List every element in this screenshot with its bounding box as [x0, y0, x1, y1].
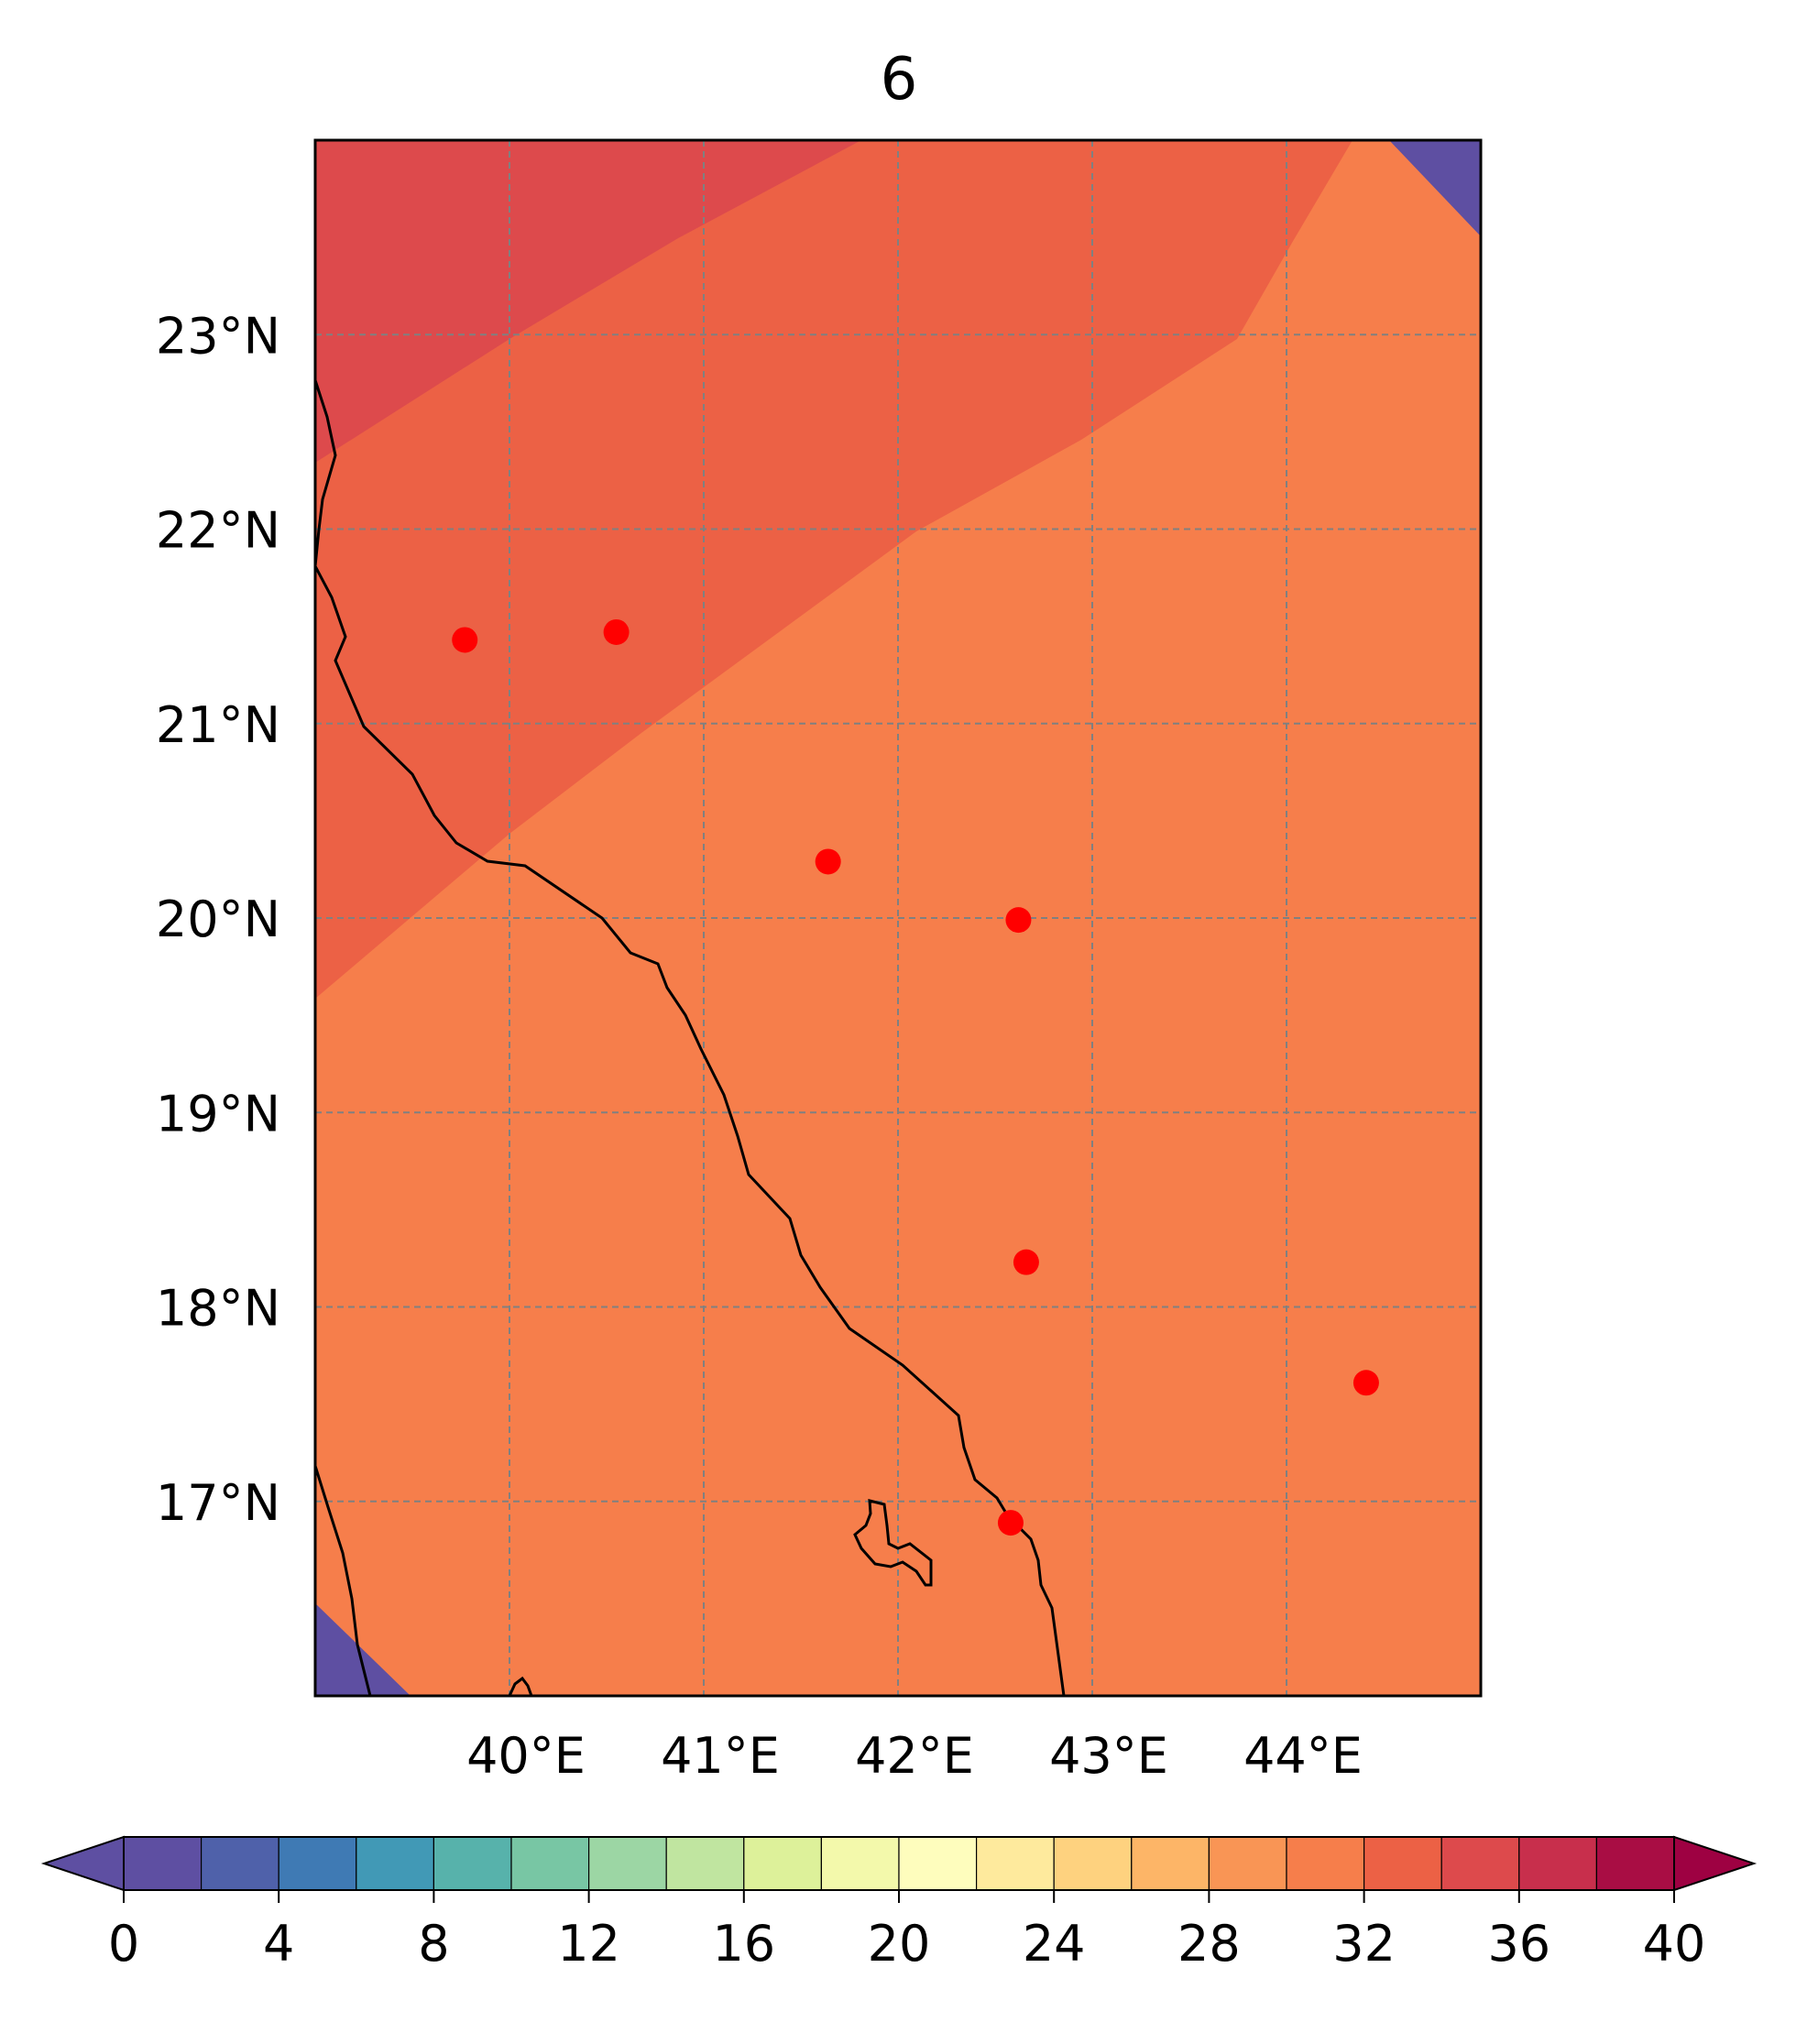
colorbar-segment-18-20 — [820, 1836, 900, 1891]
colorbar-extend-under — [40, 1835, 125, 1892]
coastline-red-sea-east — [315, 379, 1066, 1696]
coastline-red-sea-west — [315, 1465, 372, 1696]
lon-label-44: 44°E — [1243, 1727, 1363, 1785]
coastlines — [315, 379, 1066, 1696]
lat-label-23: 23°N — [156, 307, 280, 365]
colorbar-segment-10-12 — [510, 1836, 590, 1891]
colorbar-segment-32-34 — [1363, 1836, 1442, 1891]
colorbar-segment-22-24 — [975, 1836, 1055, 1891]
station-marker-5 — [1013, 1249, 1039, 1275]
colorbar-segment-30-32 — [1286, 1836, 1365, 1891]
station-marker-7 — [1352, 1370, 1379, 1396]
colorbar-tick-label-36: 36 — [1487, 1915, 1550, 1973]
colorbar-segment-36-38 — [1518, 1836, 1598, 1891]
colorbar-tick-label-28: 28 — [1177, 1915, 1241, 1973]
colorbar-segment-6-8 — [356, 1836, 434, 1891]
lon-label-42: 42°E — [855, 1727, 974, 1785]
contour-fill-34-36 — [315, 140, 861, 463]
map-frame — [313, 138, 1483, 1698]
lat-label-22: 22°N — [156, 502, 280, 560]
colorbar-segment-28-30 — [1208, 1836, 1287, 1891]
station-marker-2 — [603, 618, 630, 645]
colorbar-tick-label-4: 4 — [263, 1915, 294, 1973]
colorbar-tick-label-8: 8 — [418, 1915, 449, 1973]
colorbar-segment-12-14 — [587, 1836, 667, 1891]
longitude-labels: 40°E 41°E 42°E 43°E 44°E — [466, 1727, 1363, 1785]
colorbar-segment-16-18 — [743, 1836, 822, 1891]
colorbar-segment-0-2 — [123, 1836, 203, 1891]
colorbar-segment-8-10 — [433, 1836, 512, 1891]
map-title: 6 — [881, 46, 918, 114]
lon-label-40: 40°E — [466, 1727, 586, 1785]
station-marker-1 — [452, 627, 478, 653]
colorbar-tick-label-16: 16 — [712, 1915, 775, 1973]
colorbar-segment-38-40 — [1595, 1836, 1675, 1891]
map-area — [315, 140, 1481, 1696]
colorbar-tick-label-32: 32 — [1332, 1915, 1396, 1973]
colorbar-segment-20-22 — [898, 1836, 978, 1891]
colorbar-segment-24-26 — [1053, 1836, 1133, 1891]
contour-fill-below-0-bottom-left — [315, 1603, 411, 1696]
island-small — [508, 1676, 533, 1696]
colorbar-tick-label-12: 12 — [557, 1915, 620, 1973]
station-marker-6 — [997, 1510, 1024, 1536]
lat-label-19: 19°N — [156, 1085, 280, 1142]
station-marker-4 — [1005, 907, 1032, 934]
colorbar: 0 4 8 12 16 20 24 28 32 36 40 — [40, 1835, 1758, 1973]
colorbar-segment-34-36 — [1440, 1836, 1520, 1891]
latitude-labels: 17°N 18°N 19°N 20°N 21°N 22°N 23°N — [156, 307, 280, 1532]
island-farasan — [853, 1499, 933, 1587]
colorbar-tick-label-0: 0 — [108, 1915, 139, 1973]
station-marker-3 — [815, 848, 841, 875]
colorbar-segment-2-4 — [201, 1836, 279, 1891]
lat-label-21: 21°N — [156, 696, 280, 754]
contour-fill-below-0-top-right — [1389, 140, 1481, 236]
colorbar-tick-label-24: 24 — [1023, 1915, 1086, 1973]
gridlines — [315, 140, 1481, 1696]
colorbar-extend-over — [1673, 1835, 1758, 1892]
colorbar-segment-4-6 — [278, 1836, 357, 1891]
lon-label-41: 41°E — [661, 1727, 780, 1785]
lat-label-18: 18°N — [156, 1280, 280, 1338]
colorbar-tick-label-20: 20 — [868, 1915, 931, 1973]
colorbar-segment-14-16 — [665, 1836, 745, 1891]
lat-label-17: 17°N — [156, 1474, 280, 1532]
colorbar-tick-label-40: 40 — [1643, 1915, 1706, 1973]
lon-label-43: 43°E — [1049, 1727, 1168, 1785]
lat-label-20: 20°N — [156, 891, 280, 948]
colorbar-segment-26-28 — [1131, 1836, 1210, 1891]
stations — [452, 618, 1379, 1536]
